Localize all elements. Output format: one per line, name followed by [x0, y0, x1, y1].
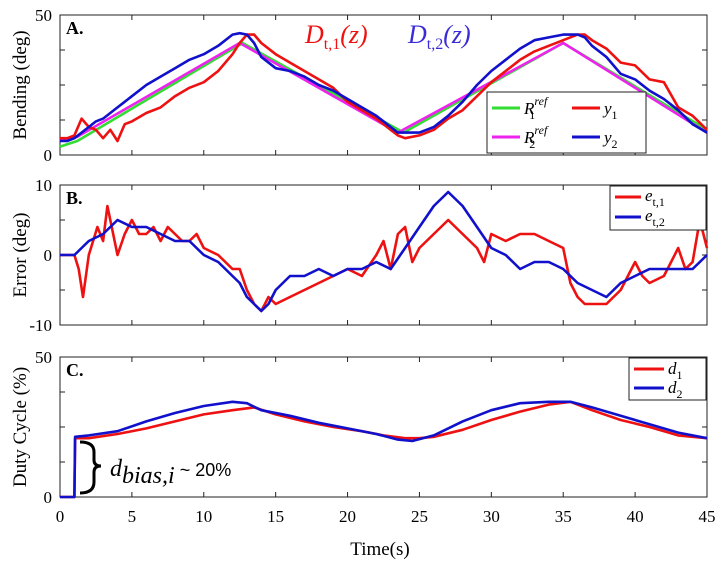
legend-r1-sup: ref [534, 94, 549, 108]
legend-r2-sub: 2 [529, 137, 535, 151]
series-line-y1 [60, 33, 708, 143]
panel-c-plot-area [59, 356, 708, 499]
panel-c-frame [59, 356, 708, 498]
header-label-dt1: Dt,1(z) [304, 20, 368, 53]
panel-c-legend-box [628, 357, 707, 401]
panel-b-label: B. [66, 188, 83, 208]
panel-b-ytick-labels: -10 0 10 [29, 176, 52, 335]
legend-label-r1: Rref 1 [523, 94, 549, 122]
xtick-label: 35 [555, 507, 572, 526]
header-label-dt1-base: D [304, 20, 324, 49]
legend-d1-sub: 1 [677, 368, 683, 382]
xtick-label: 40 [627, 507, 644, 526]
legend-e2-sub: t,2 [653, 215, 665, 229]
xtick-label: 5 [128, 507, 137, 526]
legend-r2-base: R [523, 128, 535, 147]
xtick-label: 45 [699, 507, 716, 526]
legend-label-d2: d2 [668, 378, 683, 401]
panel-a-ytick-label: 50 [35, 6, 52, 25]
legend-y2-sub: 2 [612, 137, 618, 151]
panel-a-label: A. [66, 18, 84, 38]
panel-c-xtick-labels: 0 5 10 15 20 25 30 35 40 45 [56, 507, 716, 526]
panel-b: B. -10 0 10 Error (deg) et,1 et,2 [10, 176, 709, 335]
series-line-d2 [60, 400, 708, 499]
legend-y2-base: y [602, 128, 612, 147]
legend-r1-sub: 1 [529, 108, 535, 122]
series-line-y2 [60, 31, 708, 143]
header-label-dt1-sub: t,1 [324, 36, 340, 53]
xtick-label: 20 [339, 507, 356, 526]
legend-r1-base: R [523, 99, 535, 118]
bias-annotation-text: dbias,i ~ 20% [110, 456, 231, 489]
legend-label-r2: Rref 2 [523, 123, 549, 151]
panel-a-header-labels: Dt,1(z) Dt,2(z) [304, 20, 471, 53]
header-label-dt2-base: D [407, 20, 427, 49]
panel-a-ylabel: Bending (deg) [10, 30, 31, 139]
panel-a: A. 0 50 Bending (deg) Dt,1(z) Dt,2(z) Rr… [10, 6, 708, 165]
legend-label-d1: d1 [668, 359, 683, 382]
panel-c-legend: d1 d2 [628, 357, 707, 401]
legend-d1-base: d [668, 359, 677, 378]
legend-r2-sup: ref [534, 123, 549, 137]
bias-brace [79, 440, 102, 495]
panel-b-plot-area [59, 184, 709, 326]
header-label-dt2: Dt,2(z) [407, 20, 471, 53]
legend-e2-base: e [645, 206, 653, 225]
xtick-label: 10 [195, 507, 212, 526]
panel-a-legend-box [486, 91, 647, 154]
bias-annotation: dbias,i ~ 20% [79, 440, 231, 495]
legend-label-e2: et,2 [645, 206, 665, 229]
header-label-dt2-sub: t,2 [427, 36, 443, 53]
panel-c-xlabel: Time(s) [350, 539, 409, 560]
panel-c-ylabel: Duty Cycle (%) [10, 367, 31, 487]
legend-y1-base: y [602, 99, 612, 118]
panel-b-ytick-label: 10 [35, 176, 52, 195]
legend-label-y1: y1 [602, 99, 618, 122]
bias-value: ~ 20% [175, 460, 232, 480]
header-label-dt1-arg: (z) [340, 20, 367, 49]
legend-e1-sub: t,1 [653, 195, 665, 209]
legend-d2-base: d [668, 378, 677, 397]
panel-b-ytick-label: 0 [44, 246, 53, 265]
panel-b-legend: et,1 et,2 [609, 185, 707, 231]
series-line-e2 [60, 190, 708, 313]
panel-c-label: C. [66, 360, 84, 380]
panel-b-frame [59, 184, 708, 326]
legend-d2-sub: 2 [677, 387, 683, 401]
bias-symbol: d [110, 456, 123, 482]
panel-c-ytick-label: 50 [35, 348, 52, 367]
legend-label-e1: et,1 [645, 186, 665, 209]
panel-b-legend-box [609, 185, 707, 231]
bias-subscript: bias,i [122, 463, 175, 489]
xtick-label: 15 [267, 507, 284, 526]
panel-b-ytick-label: -10 [29, 316, 52, 335]
xtick-label: 30 [483, 507, 500, 526]
panel-c-ytick-labels: 0 50 [35, 348, 52, 507]
xtick-label: 25 [411, 507, 428, 526]
panel-a-plot-area [59, 14, 708, 156]
panel-b-ylabel: Error (deg) [10, 213, 31, 298]
panel-a-ytick-label: 0 [44, 146, 53, 165]
panel-c-ytick-label: 0 [44, 488, 53, 507]
legend-e1-base: e [645, 186, 653, 205]
header-label-dt2-arg: (z) [443, 20, 470, 49]
panel-c: C. 0 50 Duty Cycle (%) 0 5 10 15 20 25 30 35 40 4… [10, 348, 716, 560]
xtick-label: 0 [56, 507, 65, 526]
panel-a-ytick-labels: 0 50 [35, 6, 52, 165]
panel-a-legend: Rref 1 y1 Rref 2 y2 [486, 91, 647, 154]
legend-y1-sub: 1 [612, 108, 618, 122]
legend-label-y2: y2 [602, 128, 618, 151]
